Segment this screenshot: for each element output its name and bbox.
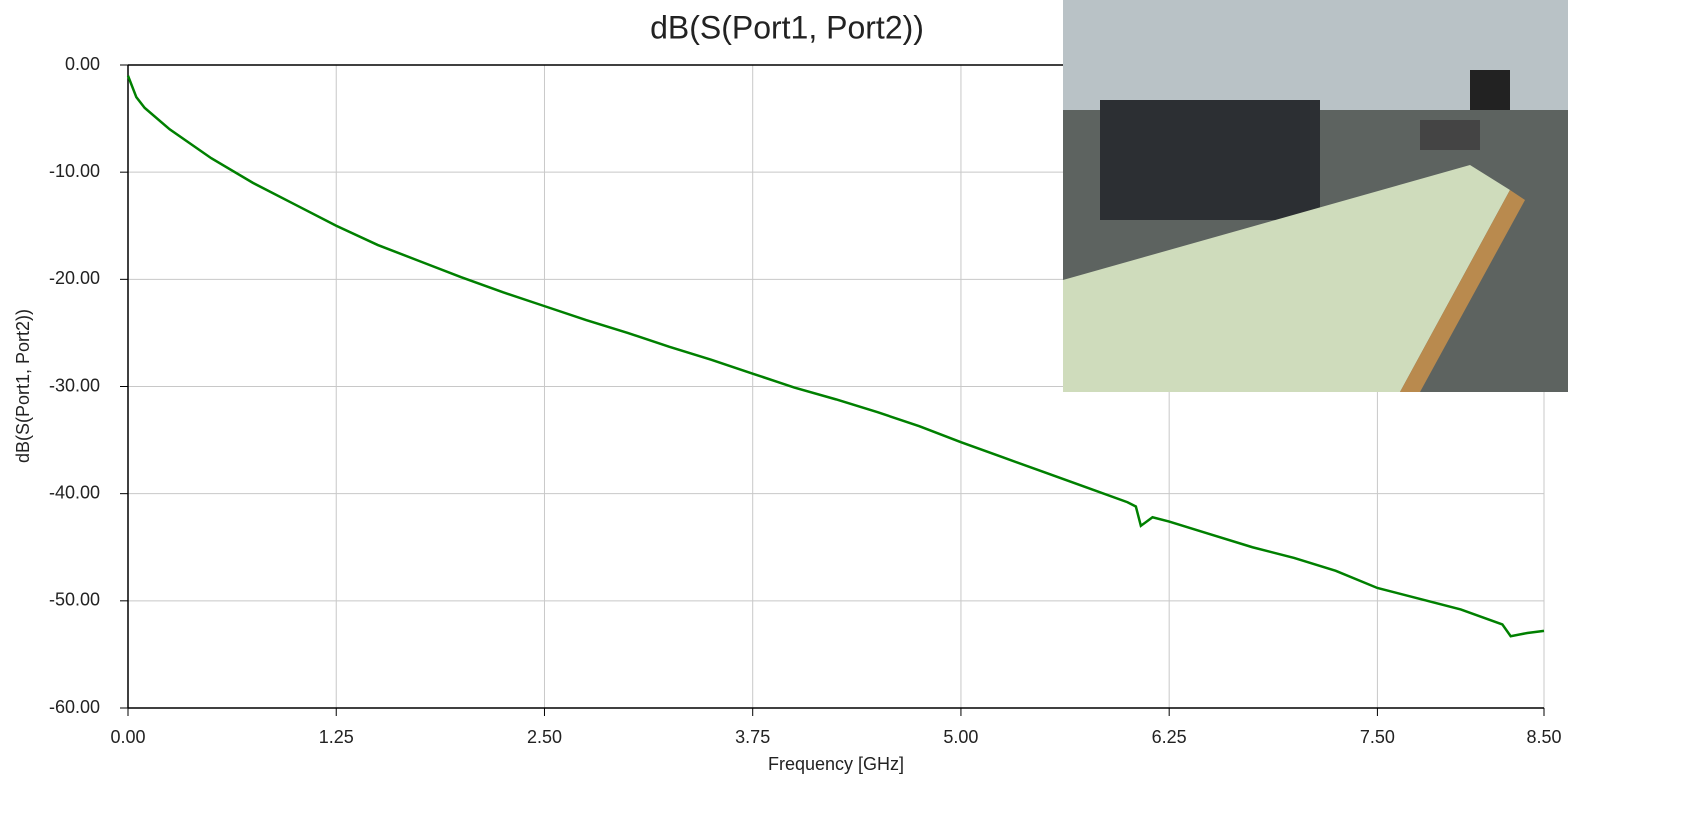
x-tick-label: 6.25 bbox=[1152, 727, 1187, 747]
chart-title: dB(S(Port1, Port2)) bbox=[650, 9, 924, 45]
y-tick-label: -60.00 bbox=[49, 697, 100, 717]
series-line bbox=[126, 75, 1545, 638]
photo-inset bbox=[1063, 0, 1568, 392]
x-tick-label: 5.00 bbox=[943, 727, 978, 747]
y-axis-label: dB(S(Port1, Port2)) bbox=[13, 309, 33, 463]
y-tick-label: 0.00 bbox=[65, 54, 100, 74]
y-tick-label: -50.00 bbox=[49, 590, 100, 610]
x-tick-label: 8.50 bbox=[1526, 727, 1561, 747]
x-tick-label: 1.25 bbox=[319, 727, 354, 747]
x-tick-label: 0.00 bbox=[110, 727, 145, 747]
x-axis-label: Frequency [GHz] bbox=[768, 754, 904, 774]
x-tick-label: 2.50 bbox=[527, 727, 562, 747]
y-tick-label: -10.00 bbox=[49, 161, 100, 181]
y-tick-label: -40.00 bbox=[49, 482, 100, 502]
y-tick-label: -20.00 bbox=[49, 268, 100, 288]
x-tick-label: 7.50 bbox=[1360, 727, 1395, 747]
x-tick-label: 3.75 bbox=[735, 727, 770, 747]
y-tick-label: -30.00 bbox=[49, 375, 100, 395]
